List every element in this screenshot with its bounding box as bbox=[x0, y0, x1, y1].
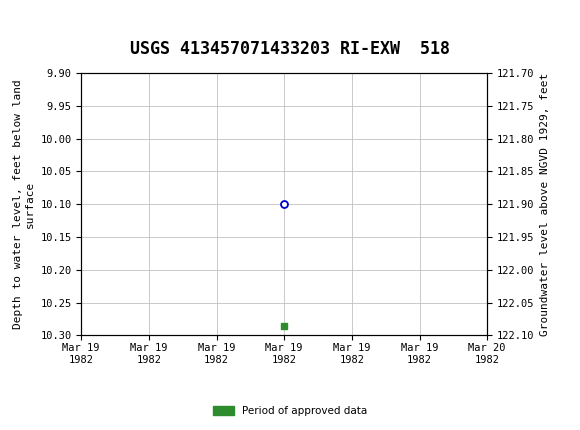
Text: USGS: USGS bbox=[5, 13, 64, 32]
Text: USGS 413457071433203 RI-EXW  518: USGS 413457071433203 RI-EXW 518 bbox=[130, 40, 450, 58]
Y-axis label: Groundwater level above NGVD 1929, feet: Groundwater level above NGVD 1929, feet bbox=[540, 73, 550, 336]
Y-axis label: Depth to water level, feet below land
surface: Depth to water level, feet below land su… bbox=[13, 80, 35, 329]
Legend: Period of approved data: Period of approved data bbox=[209, 402, 371, 421]
